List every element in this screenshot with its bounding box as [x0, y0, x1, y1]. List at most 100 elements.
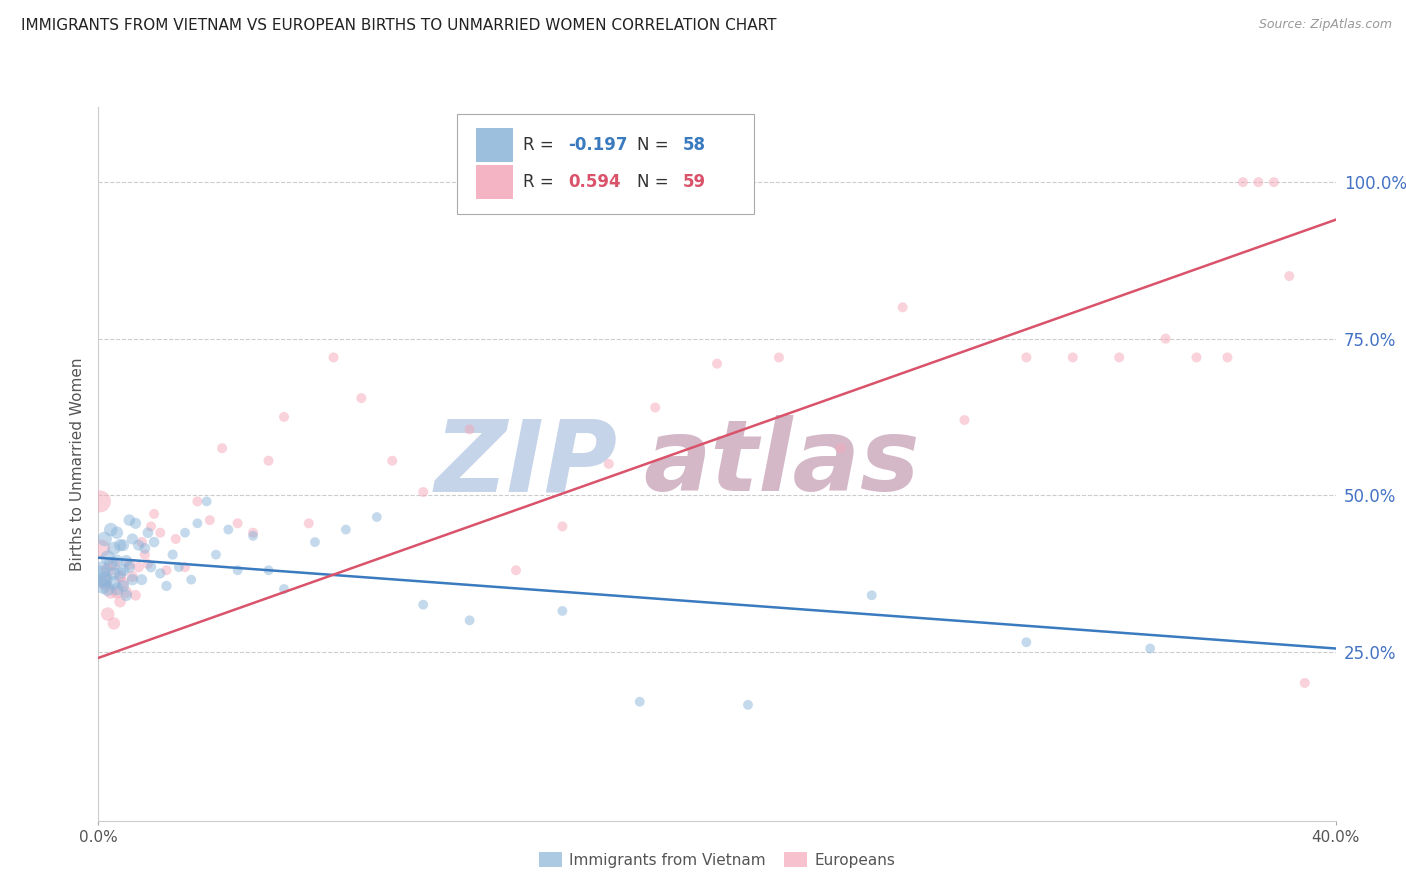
- Point: [737, 698, 759, 712]
- Point: [115, 585, 138, 599]
- Point: [1108, 351, 1130, 365]
- Point: [131, 535, 153, 549]
- Point: [412, 485, 434, 500]
- Point: [226, 563, 249, 577]
- Text: R =: R =: [523, 173, 558, 191]
- Point: [205, 548, 228, 562]
- Point: [298, 516, 321, 531]
- Point: [112, 579, 135, 593]
- Point: [273, 409, 295, 424]
- Point: [155, 563, 177, 577]
- Point: [322, 351, 344, 365]
- Point: [108, 538, 131, 552]
- Point: [121, 569, 143, 583]
- Point: [1263, 175, 1285, 189]
- Point: [1015, 351, 1038, 365]
- Point: [198, 513, 221, 527]
- Point: [112, 575, 135, 590]
- Point: [115, 588, 138, 602]
- Point: [124, 588, 146, 602]
- Point: [93, 532, 115, 546]
- Point: [165, 532, 187, 546]
- Point: [174, 525, 197, 540]
- Point: [273, 582, 295, 596]
- Point: [860, 588, 883, 602]
- Legend: Immigrants from Vietnam, Europeans: Immigrants from Vietnam, Europeans: [533, 846, 901, 873]
- Point: [891, 301, 914, 315]
- Point: [89, 494, 111, 508]
- Point: [1015, 635, 1038, 649]
- Point: [97, 550, 120, 565]
- Point: [768, 351, 790, 365]
- Point: [90, 563, 112, 577]
- Point: [505, 563, 527, 577]
- Point: [90, 541, 112, 556]
- Point: [128, 538, 150, 552]
- Point: [149, 525, 172, 540]
- Point: [134, 548, 156, 562]
- Point: [644, 401, 666, 415]
- Text: Source: ZipAtlas.com: Source: ZipAtlas.com: [1258, 18, 1392, 31]
- Point: [124, 516, 146, 531]
- Point: [1062, 351, 1084, 365]
- Text: 0.594: 0.594: [568, 173, 621, 191]
- Point: [105, 585, 128, 599]
- Point: [706, 357, 728, 371]
- Point: [103, 575, 125, 590]
- Point: [100, 585, 122, 599]
- Text: 59: 59: [682, 173, 706, 191]
- Point: [1216, 351, 1239, 365]
- Point: [226, 516, 249, 531]
- Point: [366, 510, 388, 524]
- Point: [195, 494, 218, 508]
- Point: [139, 560, 162, 574]
- Point: [93, 575, 115, 590]
- Point: [551, 519, 574, 533]
- Point: [167, 560, 190, 574]
- Point: [121, 532, 143, 546]
- FancyBboxPatch shape: [475, 128, 513, 162]
- Point: [131, 573, 153, 587]
- Point: [115, 554, 138, 568]
- Text: -0.197: -0.197: [568, 136, 628, 153]
- Point: [139, 519, 162, 533]
- Point: [1247, 175, 1270, 189]
- Text: N =: N =: [637, 173, 673, 191]
- Point: [242, 525, 264, 540]
- Point: [118, 513, 141, 527]
- Point: [458, 613, 481, 627]
- Point: [257, 563, 280, 577]
- Text: 58: 58: [682, 136, 706, 153]
- Y-axis label: Births to Unmarried Women: Births to Unmarried Women: [69, 357, 84, 571]
- Point: [953, 413, 976, 427]
- Point: [97, 563, 120, 577]
- Point: [91, 579, 114, 593]
- Point: [211, 441, 233, 455]
- Point: [155, 579, 177, 593]
- Point: [304, 535, 326, 549]
- Point: [105, 525, 128, 540]
- Point: [105, 554, 128, 568]
- Point: [112, 563, 135, 577]
- Point: [628, 695, 651, 709]
- Point: [149, 566, 172, 581]
- Point: [93, 573, 115, 587]
- Text: N =: N =: [637, 136, 673, 153]
- Point: [97, 607, 120, 621]
- Point: [89, 569, 111, 583]
- Point: [143, 535, 166, 549]
- Point: [1139, 641, 1161, 656]
- Point: [108, 569, 131, 583]
- Point: [830, 441, 852, 455]
- Point: [128, 560, 150, 574]
- Point: [103, 541, 125, 556]
- Point: [103, 616, 125, 631]
- Point: [100, 523, 122, 537]
- Point: [257, 453, 280, 467]
- Point: [174, 560, 197, 574]
- Point: [1294, 676, 1316, 690]
- Point: [1185, 351, 1208, 365]
- Point: [1278, 268, 1301, 283]
- Point: [335, 523, 357, 537]
- Point: [103, 566, 125, 581]
